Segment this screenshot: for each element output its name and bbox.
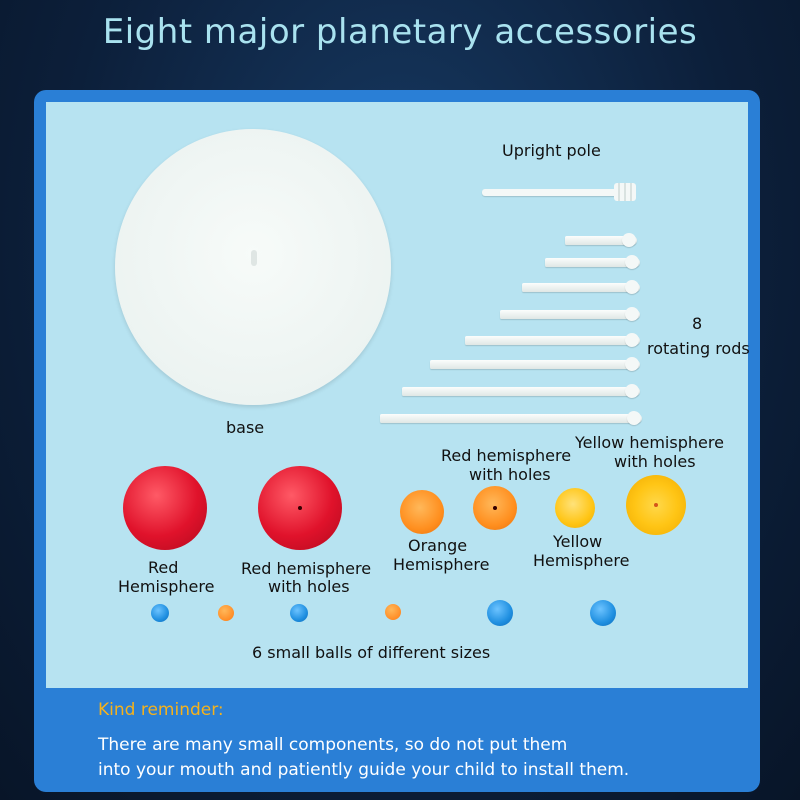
rotating-rod xyxy=(430,357,640,371)
reminder-line-2: into your mouth and patiently guide your… xyxy=(98,760,630,780)
red-hemisphere-holes-label-1: Red hemisphere xyxy=(241,559,372,578)
red-hemisphere-image xyxy=(123,466,207,550)
red-hemisphere-with-holes-image xyxy=(258,466,342,550)
rotating-rod xyxy=(402,384,640,398)
base-peg xyxy=(251,250,257,266)
base-label: base xyxy=(226,418,265,437)
orange-hemisphere-label-1: Orange xyxy=(408,536,468,555)
small-ball-blue xyxy=(487,600,513,626)
upright-pole-image xyxy=(482,189,622,196)
yellow-hemisphere-image xyxy=(555,488,595,528)
yellow-hemisphere-label-1: Yellow xyxy=(553,532,603,551)
upright-pole-label: Upright pole xyxy=(502,141,601,160)
rods-label: rotating rods xyxy=(647,339,750,358)
rotating-rod xyxy=(380,411,642,425)
page-title: Eight major planetary accessories xyxy=(102,12,698,52)
orange-hemisphere-image xyxy=(400,490,444,534)
rotating-rod xyxy=(500,307,640,321)
orange-hemisphere-label-2: Hemisphere xyxy=(393,555,490,574)
red-hemisphere-holes-top-label-2: with holes xyxy=(469,465,551,484)
red-hemisphere-with-holes-small-image xyxy=(473,486,517,530)
rotating-rod xyxy=(522,280,640,294)
red-hemisphere-holes-label-2: with holes xyxy=(268,577,350,596)
rods-count-label: 8 xyxy=(692,314,703,333)
reminder-line-1: There are many small components, so do n… xyxy=(98,735,568,755)
red-hemisphere-label-2: Hemisphere xyxy=(118,577,215,596)
rotating-rod xyxy=(545,255,640,269)
small-balls-label: 6 small balls of different sizes xyxy=(252,643,491,662)
rotating-rod xyxy=(465,333,640,347)
upright-pole-tip xyxy=(614,183,636,201)
yellow-hemisphere-holes-label-1: Yellow hemisphere xyxy=(575,433,724,452)
small-ball-blue xyxy=(290,604,308,622)
small-ball-blue xyxy=(590,600,616,626)
base-disc-image xyxy=(115,129,391,405)
yellow-hemisphere-with-holes-image xyxy=(626,475,686,535)
small-ball-orange xyxy=(218,605,234,621)
yellow-hemisphere-label-2: Hemisphere xyxy=(533,551,630,570)
reminder-text: There are many small components, so do n… xyxy=(98,733,629,783)
small-ball-blue xyxy=(151,604,169,622)
reminder-heading: Kind reminder: xyxy=(98,700,224,720)
yellow-hemisphere-holes-label-2: with holes xyxy=(614,452,696,471)
red-hemisphere-label-1: Red xyxy=(148,558,179,577)
rotating-rod xyxy=(565,233,637,247)
red-hemisphere-holes-top-label-1: Red hemisphere xyxy=(441,446,572,465)
small-ball-orange xyxy=(385,604,401,620)
